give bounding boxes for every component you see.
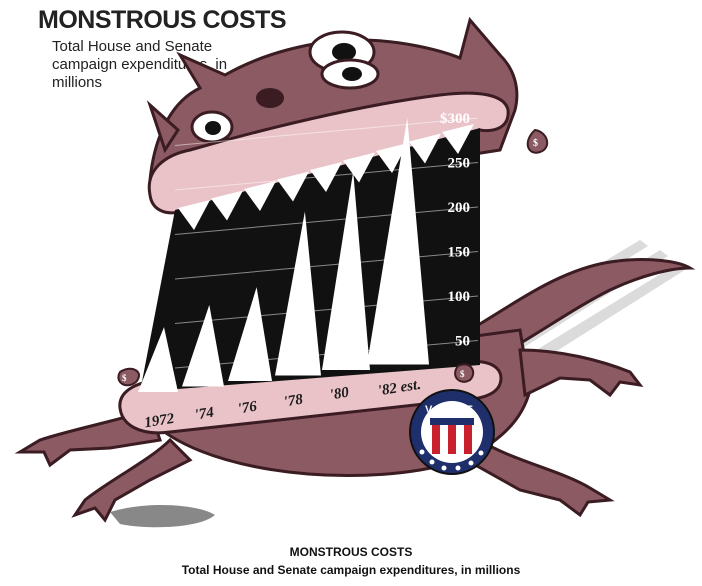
upper-tooth: [409, 133, 441, 164]
x-axis: 1972 '74 '76 '78 '80 '82 est.: [143, 377, 422, 432]
puddle: [110, 504, 215, 528]
y-tick-label: 150: [448, 245, 471, 261]
caption-title: MONSTROUS COSTS: [289, 545, 413, 559]
upper-tooth: [343, 152, 375, 183]
y-tick-label: 250: [448, 156, 471, 172]
upper-tooth: [442, 124, 474, 154]
x-tick-label: '82 est.: [377, 377, 422, 400]
vote-label: VOTE: [425, 404, 479, 416]
gridline: [174, 117, 479, 146]
bar-tooth-3: [275, 211, 321, 376]
eye-right: [320, 58, 380, 90]
nose-icon: [256, 88, 284, 108]
eye-left: [190, 110, 234, 144]
upper-tooth: [277, 171, 309, 202]
x-tick-label: '74: [194, 405, 216, 424]
chart-title: MONSTROUS COSTS: [38, 6, 287, 34]
y-tick-label: 50: [455, 334, 470, 350]
monster-chart: $300 250 200 150 100 50 1972 '74 '76 '78 '80 '82 e…: [14, 16, 696, 528]
monster-tail: [467, 258, 696, 362]
y-tick-label: $300: [440, 111, 470, 127]
x-tick-label: '76: [237, 399, 259, 418]
bar-tooth-5: [367, 118, 429, 365]
upper-tooth: [376, 143, 408, 173]
y-tick-label: 200: [448, 200, 471, 216]
svg-text:$: $: [460, 369, 465, 379]
monster-ear-left: [146, 100, 180, 154]
y-axis: $300 250 200 150 100 50: [440, 111, 470, 350]
dollar-drop-icon: $ $ $: [117, 128, 549, 387]
caption-subtitle: Total House and Senate campaign expendit…: [181, 563, 521, 577]
bar-tooth-2: [228, 287, 272, 381]
gridline: [174, 251, 479, 280]
bar-tooth-1: [182, 304, 224, 387]
upper-tooth: [310, 162, 342, 192]
x-tick-label: '80: [329, 385, 351, 404]
svg-text:$: $: [533, 138, 538, 149]
y-tick-label: 100: [448, 289, 471, 305]
upper-tooth: [211, 190, 243, 221]
x-tick-label: 1972: [143, 411, 176, 432]
bars: [138, 118, 429, 392]
gridline: [174, 295, 479, 324]
bar-tooth-4: [322, 171, 370, 370]
upper-tooth: [178, 200, 210, 230]
x-tick-label: '78: [283, 392, 305, 411]
upper-tooth: [244, 181, 276, 211]
star-icon: [419, 449, 484, 471]
svg-text:$: $: [122, 373, 127, 383]
bar-tooth-0: [138, 327, 178, 392]
gridline: [174, 206, 479, 235]
vote-badge: VOTE: [409, 389, 495, 475]
upper-teeth: [178, 124, 474, 230]
